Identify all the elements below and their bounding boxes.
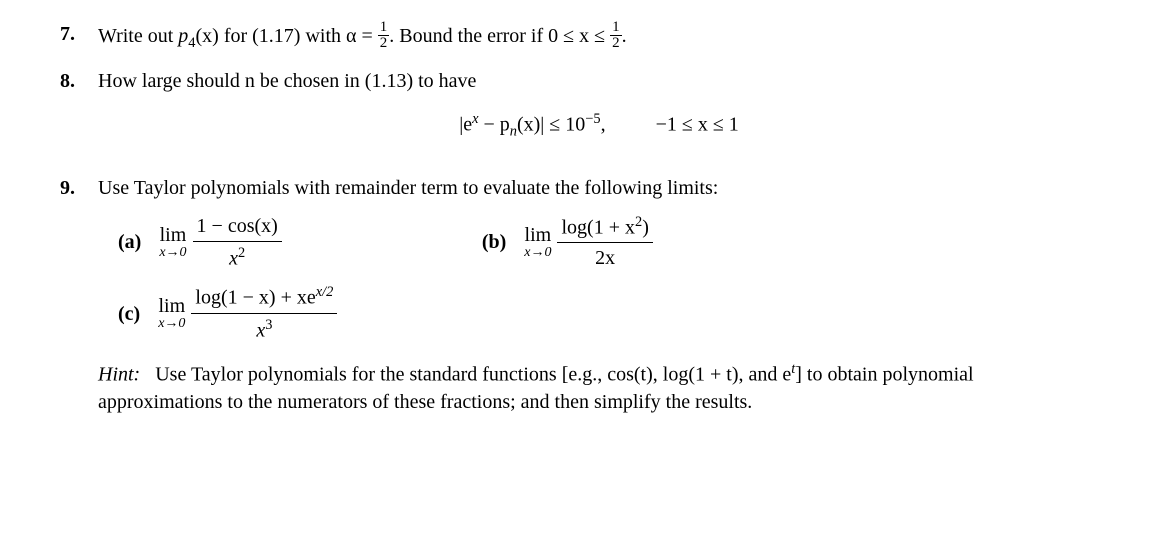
text: How large should n be chosen in (1.13) t… [98, 70, 476, 92]
lim-icon: lim x→0 [158, 296, 185, 331]
numerator: 1 − cos(x) [193, 212, 282, 242]
numerator: log(1 − x) + xex/2 [191, 282, 337, 314]
eq-sup: −5 [585, 111, 600, 127]
problem-7: 7. Write out p4(x) for (1.17) with α = 1… [60, 20, 1100, 53]
lim-icon: lim x→0 [159, 225, 186, 260]
display-equation: |ex − pn(x)| ≤ 10−5, −1 ≤ x ≤ 1 [98, 109, 1100, 142]
text: . Bound the error if 0 ≤ x ≤ [389, 25, 610, 47]
fraction: 12 [378, 20, 390, 51]
num-part: ) [642, 216, 649, 238]
denominator: x2 [193, 242, 282, 273]
problem-body: Write out p4(x) for (1.17) with α = 12. … [98, 20, 1100, 53]
exp: 3 [265, 317, 272, 333]
lim-sub: x→0 [524, 246, 551, 260]
numerator: 1 [378, 20, 390, 36]
hint-label: Hint: [98, 363, 140, 385]
problem-9: 9. Use Taylor polynomials with remainder… [60, 174, 1100, 417]
math-sub: 4 [188, 35, 195, 51]
parts-row-1: (a) lim x→0 1 − cos(x) x2 (b) [98, 212, 1100, 273]
problem-body: How large should n be chosen in (1.13) t… [98, 67, 1100, 160]
problem-body: Use Taylor polynomials with remainder te… [98, 174, 1100, 417]
problem-8: 8. How large should n be chosen in (1.13… [60, 67, 1100, 160]
fraction: 1 − cos(x) x2 [193, 212, 282, 273]
eq-part: |e [459, 114, 472, 136]
fraction: log(1 + x2) 2x [557, 212, 652, 273]
eq-sub: n [510, 124, 517, 140]
fraction: 12 [610, 20, 622, 51]
exp: 2 [238, 245, 245, 261]
fraction: log(1 − x) + xex/2 x3 [191, 282, 337, 344]
part-label: (a) [118, 228, 141, 256]
part-label: (c) [118, 300, 140, 328]
exp: x/2 [316, 284, 334, 300]
text: for (1.17) with α = [219, 25, 378, 47]
problem-number: 7. [60, 20, 98, 53]
math: (x) [196, 25, 219, 47]
lim-sub: x→0 [158, 317, 185, 331]
var: x [256, 320, 265, 342]
eq-part: − p [478, 114, 509, 136]
lim-icon: lim x→0 [524, 225, 551, 260]
numerator: log(1 + x2) [557, 212, 652, 244]
numerator: 1 [610, 20, 622, 36]
lim-top: lim [159, 225, 186, 245]
denominator: 2 [610, 36, 622, 51]
denominator: x3 [191, 314, 337, 345]
num-part: log(1 + x [561, 216, 635, 238]
eq-range: −1 ≤ x ≤ 1 [656, 114, 739, 136]
problem-number: 9. [60, 174, 98, 417]
hint-text: Use Taylor polynomials for the standard … [155, 363, 791, 385]
hint: Hint: Use Taylor polynomials for the sta… [98, 359, 1100, 417]
math: p [178, 25, 188, 47]
denominator: 2 [378, 36, 390, 51]
text: Use Taylor polynomials with remainder te… [98, 177, 718, 199]
lim-sub: x→0 [159, 246, 186, 260]
lim-top: lim [158, 296, 185, 316]
problem-number: 8. [60, 67, 98, 160]
eq-part: (x)| ≤ 10 [517, 114, 585, 136]
limit-expression: lim x→0 log(1 + x2) 2x [524, 212, 653, 273]
limit-expression: lim x→0 1 − cos(x) x2 [159, 212, 281, 273]
denominator: 2x [557, 243, 652, 272]
part-c: (c) lim x→0 log(1 − x) + xex/2 x3 [118, 282, 337, 344]
limit-expression: lim x→0 log(1 − x) + xex/2 x3 [158, 282, 337, 344]
text: Write out [98, 25, 178, 47]
var: x [229, 247, 238, 269]
parts-row-2: (c) lim x→0 log(1 − x) + xex/2 x3 [98, 282, 1100, 344]
part-label: (b) [482, 228, 506, 256]
part-a: (a) lim x→0 1 − cos(x) x2 [118, 212, 282, 273]
part-b: (b) lim x→0 log(1 + x2) 2x [482, 212, 653, 273]
eq-part: , [601, 114, 606, 136]
lim-top: lim [524, 225, 551, 245]
num-part: log(1 − x) + xe [195, 287, 315, 309]
text: . [622, 25, 627, 47]
